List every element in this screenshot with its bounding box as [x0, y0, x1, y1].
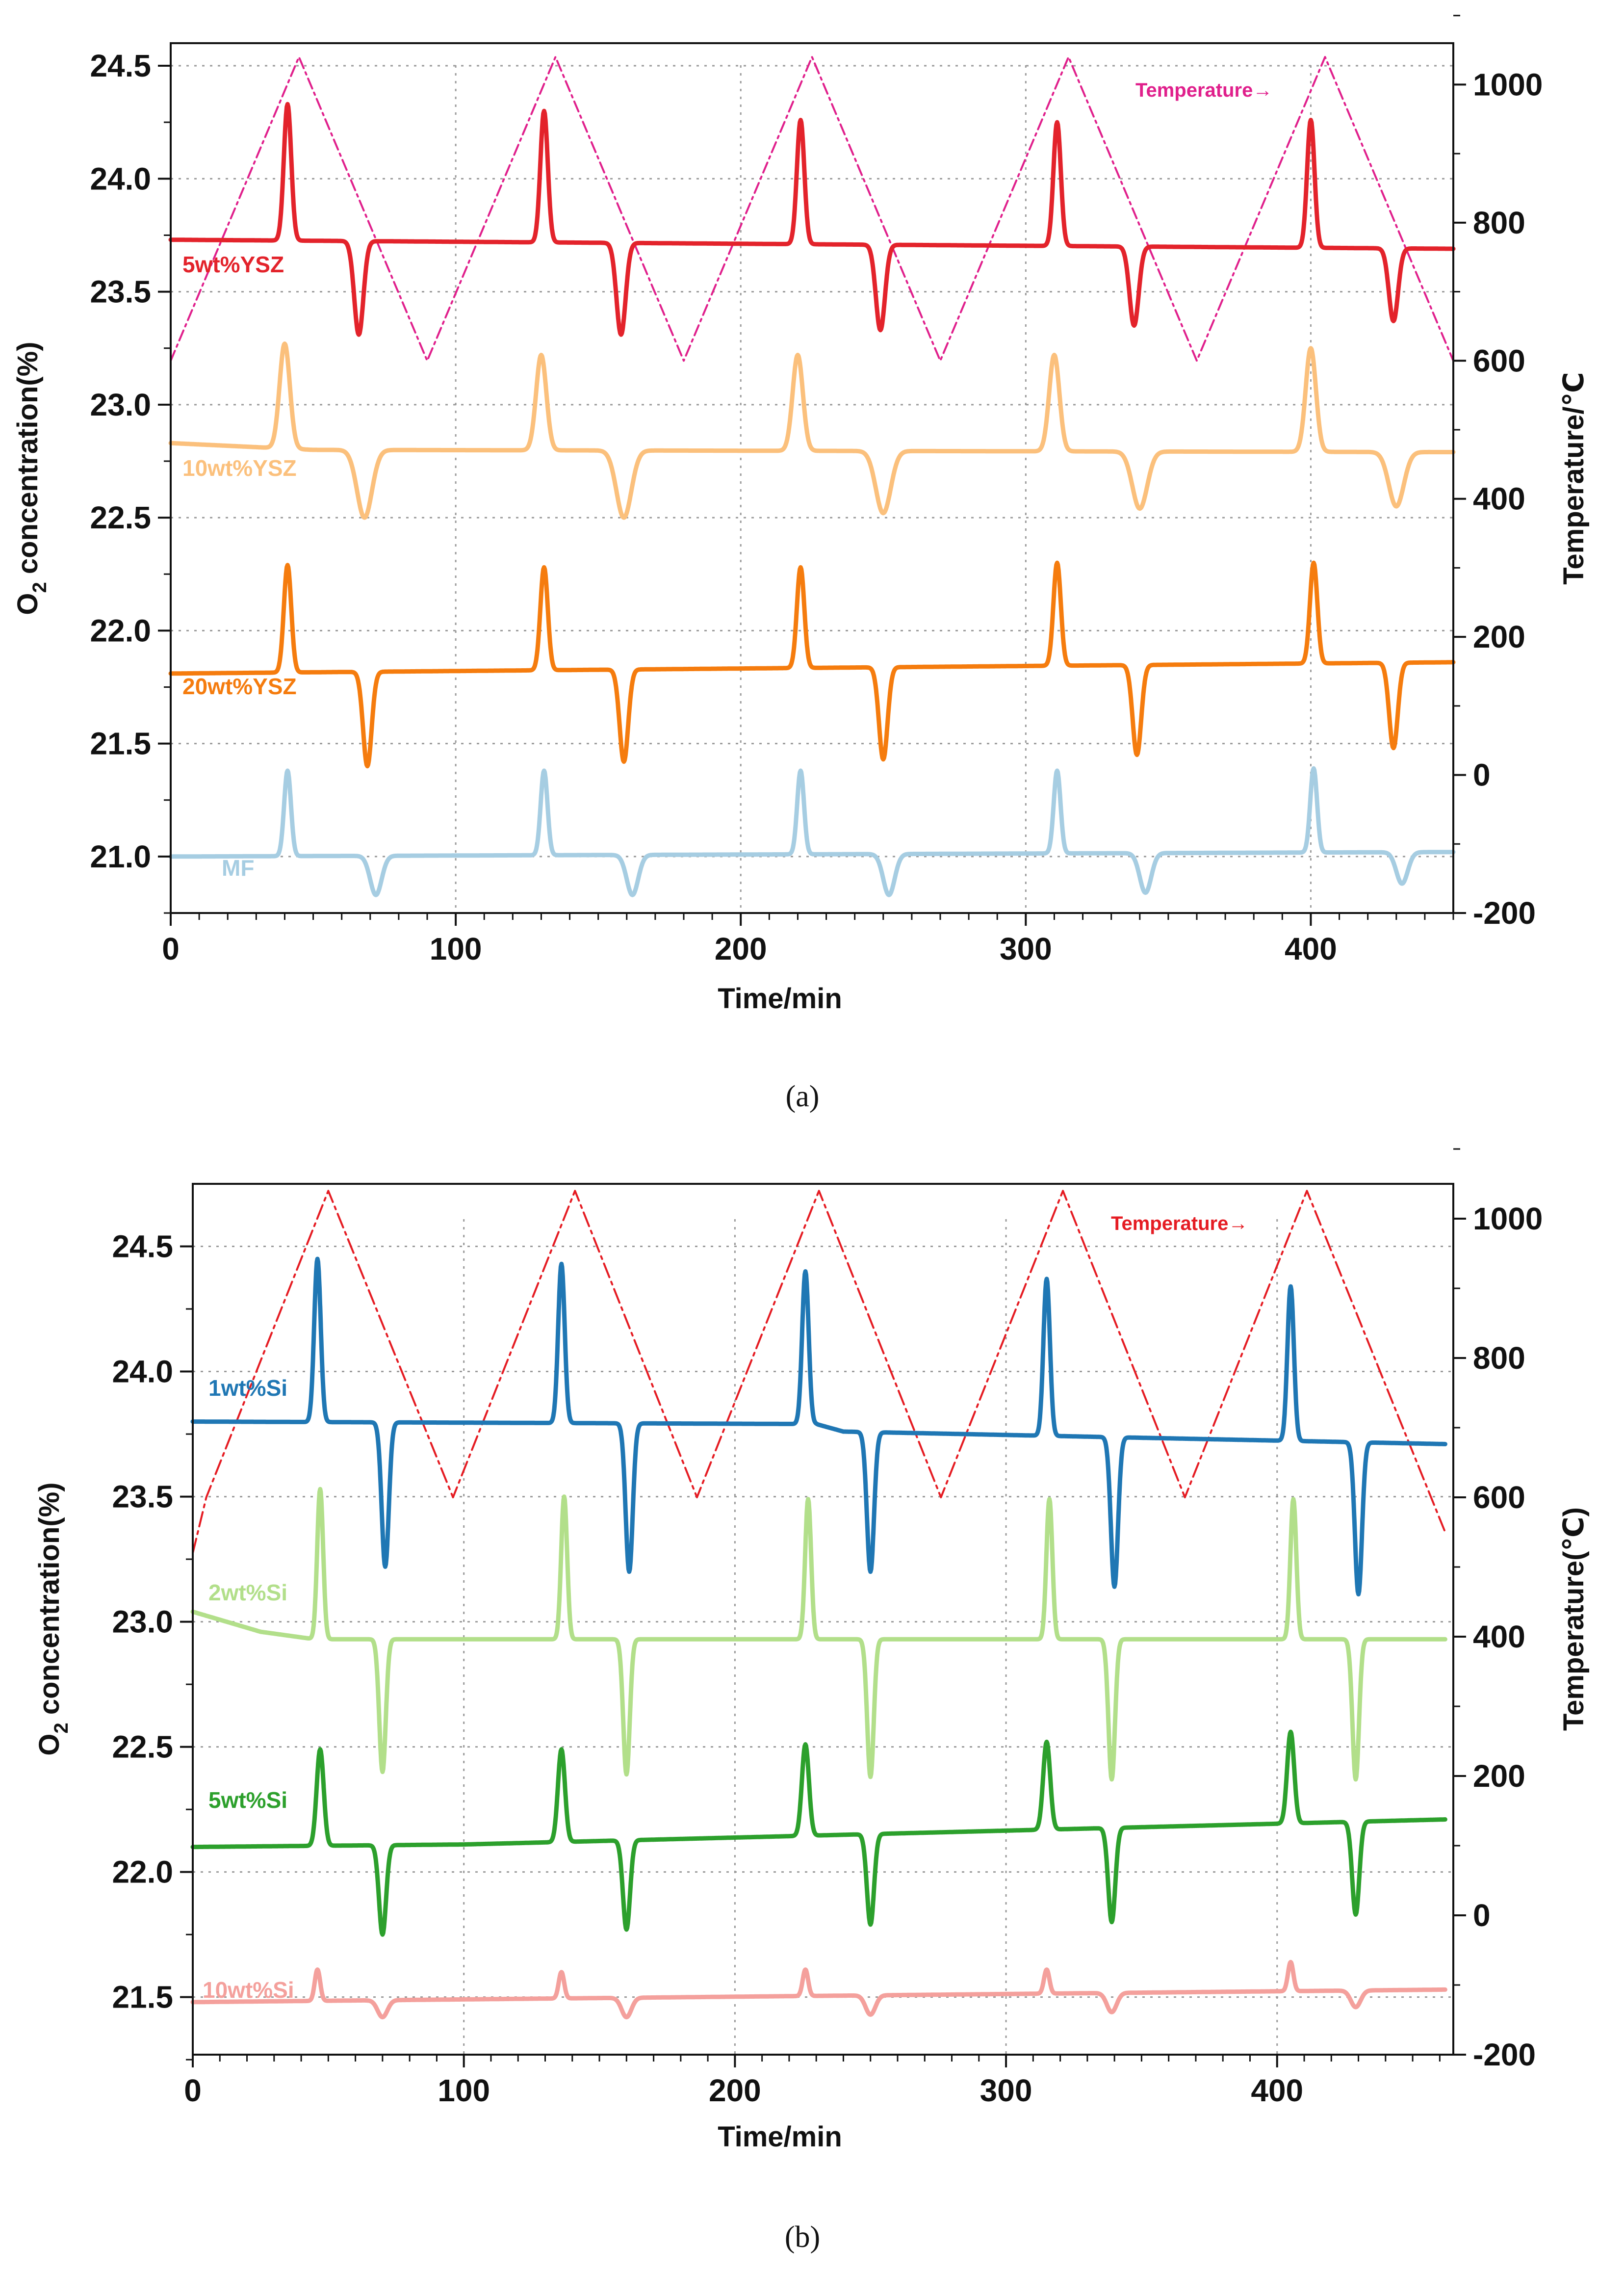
- series-1wt-si: 1wt%Si: [190, 1256, 1447, 1596]
- y2-tick-label: 0: [1473, 757, 1491, 793]
- y-tick-label: 23.5: [90, 274, 151, 310]
- temperature-line: [170, 56, 1454, 362]
- x-axis: 0 100 200 300 400 Time/min: [184, 2055, 1441, 2153]
- y-tick-label: 24.5: [90, 48, 151, 83]
- series-line: [190, 1959, 1447, 2019]
- series-label: MF: [222, 855, 254, 881]
- y-axis-title: O2 concentration(%): [33, 1482, 72, 1755]
- y2-tick-label: 800: [1473, 1340, 1525, 1376]
- x-tick-label: 300: [1000, 931, 1052, 966]
- series-line: [190, 1729, 1447, 1937]
- y-tick-label: 23.5: [112, 1479, 173, 1515]
- x-tick-label: 400: [1251, 2073, 1303, 2108]
- y2-axis-title: Temperature/℃: [1558, 372, 1590, 584]
- y-tick-label: 21.5: [112, 1980, 173, 2015]
- y2-tick-label: 0: [1473, 1898, 1491, 1933]
- y2-tick-label: 200: [1473, 619, 1525, 654]
- y2-tick-label: 600: [1473, 1480, 1525, 1515]
- plot-frame: [192, 1183, 1454, 2056]
- series-line: [190, 1487, 1447, 1782]
- series-20wt-ysz: 20wt%YSZ: [168, 560, 1456, 769]
- temperature-series: [170, 56, 1454, 362]
- x-axis: 0 100 200 300 400 Time/min: [162, 913, 1454, 1015]
- y-tick-label: 22.0: [90, 613, 151, 648]
- y-axis-title-rest: concentration(%): [33, 1482, 65, 1723]
- x-tick-label: 200: [709, 2073, 761, 2108]
- y-axis-title-sub: 2: [51, 1723, 72, 1733]
- y2-tick-label: 400: [1473, 1619, 1525, 1654]
- y-axis-title-sub: 2: [29, 582, 51, 593]
- temperature-series: [192, 1190, 1446, 1554]
- y2-tick-label: 400: [1473, 481, 1525, 517]
- series-label: 10wt%YSZ: [182, 455, 297, 481]
- y2-tick-label: 200: [1473, 1758, 1525, 1794]
- series-line: [168, 102, 1456, 337]
- series-2wt-si: 2wt%Si: [190, 1487, 1447, 1782]
- temperature-line: [192, 1190, 1446, 1554]
- y2-axis: -200 0 200 400 600 800 1000 Temperature/℃: [1453, 15, 1590, 931]
- y-axis-title-main: O: [12, 593, 44, 615]
- y-axis: 21.5 22.0 22.5 23.0 23.5 24.0 24.5 O2 concentra…: [33, 1229, 193, 2061]
- series-5wt-ysz: 5wt%YSZ: [168, 102, 1456, 337]
- series-label: 1wt%Si: [208, 1375, 287, 1401]
- x-axis-title: Time/min: [718, 2121, 842, 2153]
- gridlines: [171, 65, 1453, 913]
- series-line: [168, 766, 1456, 897]
- series-mf: MF: [168, 766, 1456, 897]
- x-tick-label: 100: [438, 2073, 490, 2108]
- y-axis-title: O2 concentration(%): [12, 341, 51, 615]
- y2-tick-label: -200: [1473, 2037, 1536, 2072]
- series-label: 2wt%Si: [208, 1580, 287, 1605]
- y-axis-title-main: O: [33, 1733, 65, 1755]
- series-label: 10wt%Si: [203, 1977, 294, 2003]
- series-10wt-ysz: 10wt%YSZ: [168, 341, 1456, 520]
- series-5wt-si: 5wt%Si: [190, 1729, 1447, 1937]
- y-tick-label: 22.0: [112, 1854, 173, 1890]
- series-10wt-si: 10wt%Si: [190, 1959, 1447, 2019]
- x-tick-label: 0: [184, 2073, 202, 2108]
- y2-tick-label: 1000: [1473, 1201, 1543, 1236]
- gridlines: [193, 1219, 1453, 2055]
- panel-caption: (b): [785, 2220, 820, 2254]
- y2-tick-label: -200: [1473, 895, 1536, 931]
- series-line: [190, 1256, 1447, 1596]
- temperature-annotation: Temperature→: [1111, 1213, 1248, 1234]
- y-tick-label: 23.0: [90, 387, 151, 422]
- panel-caption: (a): [786, 1080, 820, 1113]
- temperature-annotation: Temperature→: [1135, 79, 1272, 101]
- panel-a: 5wt%YSZ 10wt%YSZ 20wt%YSZ MF 0 100 200 300 400 Ti…: [12, 15, 1590, 1113]
- y-tick-label: 22.5: [90, 500, 151, 535]
- y2-tick-label: 1000: [1473, 67, 1543, 102]
- y-tick-label: 23.0: [112, 1604, 173, 1640]
- series-label: 5wt%YSZ: [182, 252, 284, 277]
- x-axis-title: Time/min: [718, 983, 842, 1015]
- y-tick-label: 21.0: [90, 839, 151, 874]
- plot-frame: [170, 42, 1454, 914]
- series-line: [168, 560, 1456, 769]
- y2-tick-label: 800: [1473, 205, 1525, 240]
- y-tick-label: 24.5: [112, 1229, 173, 1264]
- series-line: [168, 341, 1456, 520]
- x-tick-label: 100: [430, 931, 482, 966]
- series-label: 20wt%YSZ: [182, 674, 297, 699]
- y-axis: 21.0 21.5 22.0 22.5 23.0 23.5 24.0 24.5 O2 conce…: [12, 48, 171, 914]
- x-tick-label: 0: [162, 931, 180, 966]
- y-tick-label: 24.0: [90, 161, 151, 196]
- panel-b: 1wt%Si 2wt%Si 5wt%Si 10wt%Si 0 100 200 300 400 Ti…: [33, 1148, 1590, 2254]
- y-tick-label: 21.5: [90, 726, 151, 761]
- x-tick-label: 300: [980, 2073, 1032, 2108]
- y2-axis-title: Temperature(℃): [1558, 1507, 1590, 1731]
- y2-tick-label: 600: [1473, 343, 1525, 378]
- y-tick-label: 24.0: [112, 1354, 173, 1389]
- x-tick-label: 400: [1285, 931, 1337, 966]
- series-label: 5wt%Si: [208, 1787, 287, 1813]
- y-tick-label: 22.5: [112, 1729, 173, 1765]
- x-tick-label: 200: [715, 931, 767, 966]
- y-axis-title-rest: concentration(%): [12, 341, 44, 582]
- y2-axis: -200 0 200 400 600 800 1000 Temperature(℃): [1453, 1148, 1590, 2072]
